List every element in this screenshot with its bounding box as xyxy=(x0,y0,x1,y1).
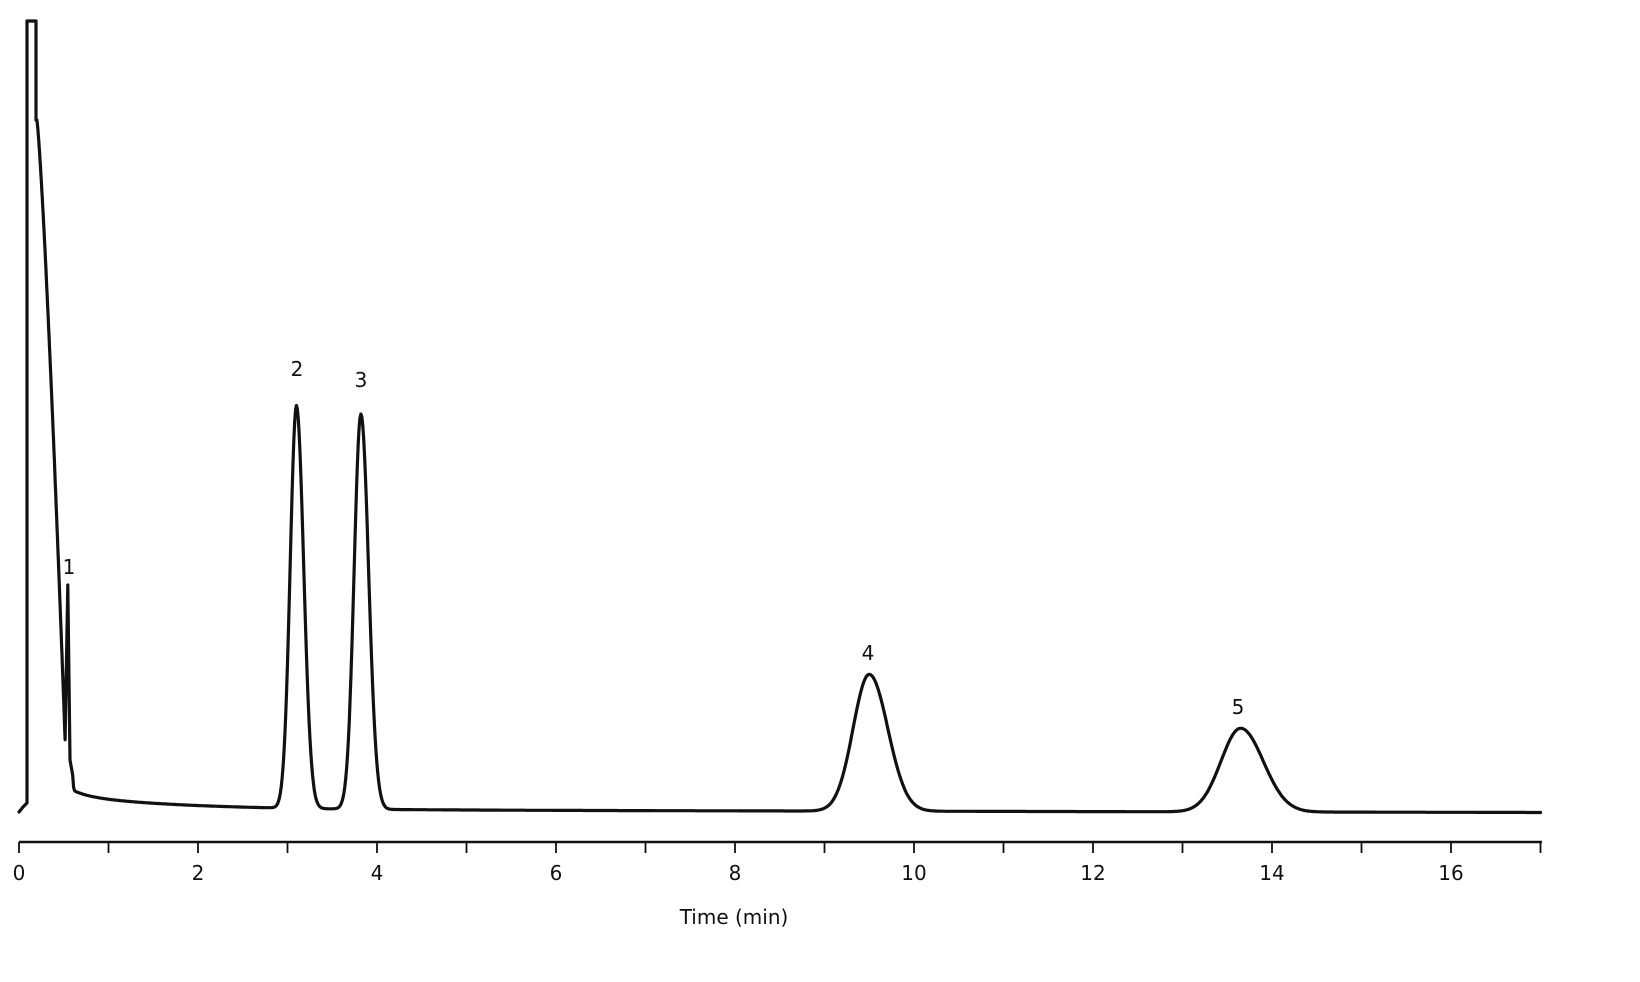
peak-labels: 1 2 3 4 5 xyxy=(63,357,1245,719)
x-axis-tick-labels: 0 2 4 6 8 10 12 14 16 xyxy=(13,861,1464,885)
tick-label-10: 10 xyxy=(901,861,926,885)
tick-label-12: 12 xyxy=(1080,861,1105,885)
x-axis-ticks xyxy=(18,842,1542,853)
x-axis-title: Time (min) xyxy=(679,905,789,929)
chromatogram-trace xyxy=(17,19,1543,815)
peak-label-4: 4 xyxy=(862,641,875,665)
tick-label-4: 4 xyxy=(371,861,384,885)
tick-label-8: 8 xyxy=(729,861,742,885)
peak-label-3: 3 xyxy=(355,368,368,392)
peak-label-2: 2 xyxy=(291,357,304,381)
peak-label-5: 5 xyxy=(1232,695,1245,719)
x-axis: 0 2 4 6 8 10 12 14 16 Time (min) xyxy=(13,840,1542,929)
tick-label-16: 16 xyxy=(1438,861,1463,885)
tick-label-0: 0 xyxy=(13,861,26,885)
tick-label-14: 14 xyxy=(1259,861,1284,885)
tick-label-2: 2 xyxy=(192,861,205,885)
peak-label-1: 1 xyxy=(63,555,76,579)
tick-label-6: 6 xyxy=(550,861,563,885)
plot-area xyxy=(17,19,1543,815)
